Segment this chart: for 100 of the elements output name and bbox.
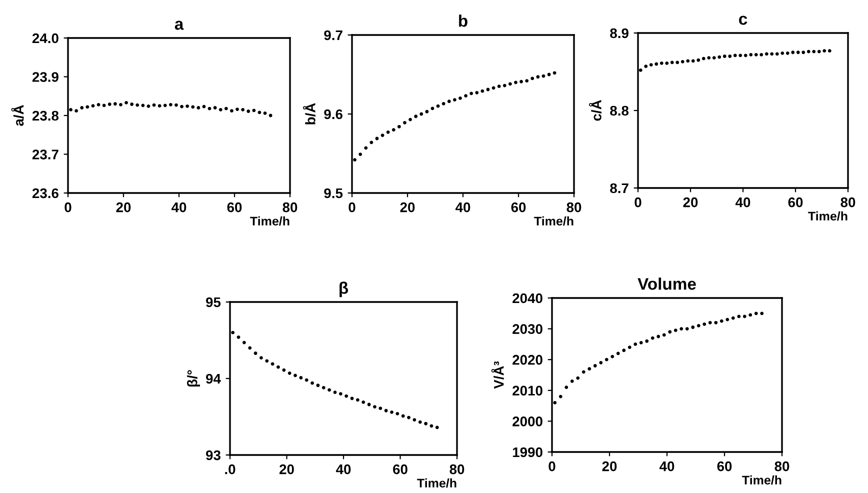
point [248, 346, 252, 350]
point [558, 394, 562, 398]
point [390, 410, 394, 414]
y-axis-title: β/° [187, 370, 200, 386]
point [760, 53, 764, 56]
x-tick-label: .0 [225, 464, 236, 474]
point [102, 104, 106, 108]
point [91, 104, 95, 108]
point [294, 374, 297, 378]
x-tick-label: 0 [634, 197, 642, 208]
y-tick-label: 8.7 [610, 183, 628, 194]
point [668, 330, 672, 334]
point [728, 54, 732, 58]
point [731, 316, 735, 320]
point [163, 104, 167, 108]
x-tick-label: 80 [840, 197, 856, 208]
point [707, 56, 711, 60]
x-axis-title: Time/h [250, 216, 290, 226]
point [542, 74, 546, 78]
point [514, 80, 518, 84]
x-tick-label: 40 [171, 202, 186, 212]
point [186, 104, 190, 108]
point [588, 367, 592, 371]
point [582, 370, 586, 374]
point [470, 92, 474, 96]
point [786, 51, 790, 55]
point [241, 108, 245, 112]
point [780, 51, 784, 55]
point [520, 80, 523, 84]
point [748, 313, 752, 317]
x-tick-label: 20 [683, 197, 698, 208]
point [638, 68, 642, 72]
point [686, 59, 690, 63]
point [265, 359, 269, 363]
point [754, 53, 758, 56]
point [628, 346, 632, 349]
point [370, 140, 374, 144]
y-tick-label: 93 [206, 450, 220, 460]
point [69, 108, 72, 112]
y-tick-label: 8.8 [610, 106, 629, 116]
y-axis-title: b/Å [302, 103, 316, 124]
point [344, 394, 348, 398]
y-tick-label: 24.0 [32, 33, 58, 44]
x-tick-label: 80 [566, 202, 582, 212]
point [796, 50, 800, 54]
point [130, 102, 134, 106]
point [696, 58, 700, 62]
x-tick-label: 40 [455, 202, 470, 212]
point [236, 108, 239, 111]
point [412, 418, 416, 422]
point [649, 63, 653, 66]
y-tick-label: 2010 [512, 386, 542, 396]
point [775, 52, 779, 56]
point [670, 60, 674, 64]
point [634, 342, 638, 346]
point [702, 56, 706, 60]
point [384, 408, 388, 412]
point [817, 50, 821, 54]
point [754, 312, 758, 316]
chart-title: b [459, 14, 468, 27]
x-axis-title: Time/h [808, 211, 848, 221]
point [168, 102, 172, 106]
point [616, 352, 620, 356]
x-axis-title: Time/h [534, 216, 574, 226]
point [288, 371, 292, 375]
x-tick-label: 40 [735, 197, 750, 208]
point [665, 62, 669, 65]
chart-title: a [174, 20, 184, 30]
point [564, 386, 568, 390]
point [254, 352, 258, 355]
point [552, 71, 556, 75]
y-tick-label: 1990 [512, 447, 542, 458]
point [691, 59, 695, 63]
point [674, 328, 678, 332]
point [358, 152, 362, 156]
point [392, 128, 396, 132]
point [644, 64, 648, 68]
point [744, 54, 748, 58]
y-tick-label: 9.7 [324, 30, 342, 40]
point [425, 110, 429, 114]
point [362, 400, 366, 404]
point [702, 322, 706, 326]
point [806, 50, 810, 54]
point [639, 340, 643, 344]
point [622, 348, 626, 352]
point [722, 54, 726, 58]
point [310, 381, 314, 385]
point [714, 320, 718, 324]
x-tick-label: 20 [116, 202, 131, 212]
chart-title: c [739, 16, 748, 25]
point [553, 401, 557, 404]
point [802, 50, 806, 54]
point [252, 108, 256, 112]
point [576, 376, 580, 380]
point [791, 50, 795, 54]
y-tick-label: 8.9 [610, 28, 628, 38]
point [654, 62, 658, 66]
point [218, 108, 222, 112]
point [502, 84, 506, 88]
point [822, 49, 826, 53]
